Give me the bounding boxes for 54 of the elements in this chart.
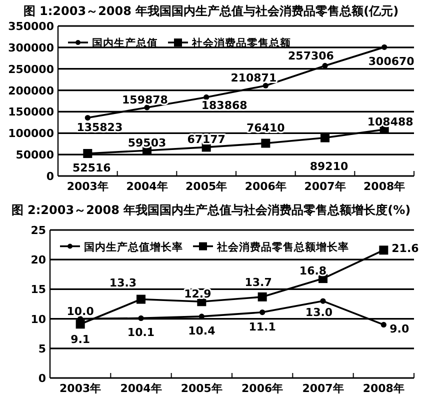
- data-label: 10.4: [188, 324, 216, 338]
- data-label: 300670: [368, 55, 415, 68]
- y-tick-label: 0: [38, 372, 46, 385]
- x-tick-label: 2006年: [242, 382, 284, 395]
- y-tick-label: 25: [30, 224, 46, 237]
- data-label: 76410: [246, 121, 286, 134]
- x-tick-label: 2005年: [186, 180, 228, 193]
- y-tick-label: 350000: [8, 20, 54, 33]
- y-tick-label: 5: [38, 342, 46, 356]
- x-tick-label: 2007年: [302, 382, 344, 395]
- data-label: 10.0: [66, 304, 94, 318]
- x-tick-label: 2007年: [304, 180, 346, 193]
- y-tick-label: 50000: [16, 148, 54, 162]
- data-label: 16.8: [299, 264, 327, 278]
- data-label: 67177: [187, 133, 226, 146]
- x-tick-label: 2004年: [120, 382, 162, 395]
- data-label: 59503: [128, 136, 166, 150]
- data-label: 9.0: [390, 322, 410, 336]
- x-tick-label: 2004年: [126, 180, 168, 193]
- data-label: 52516: [72, 161, 112, 174]
- y-tick-label: 10: [30, 312, 46, 326]
- y-tick-label: 100000: [8, 127, 54, 140]
- data-label: 257306: [288, 50, 334, 63]
- x-tick-label: 2006年: [244, 180, 286, 193]
- y-tick-label: 250000: [8, 62, 54, 76]
- y-tick-label: 15: [30, 283, 46, 296]
- data-label: 135823: [76, 120, 123, 134]
- y-tick-label: 200000: [8, 84, 54, 98]
- data-label: 108488: [367, 116, 414, 129]
- y-tick-label: 20: [30, 254, 46, 267]
- y-tick-label: 150000: [8, 106, 54, 119]
- data-label: 89210: [310, 160, 348, 173]
- data-label: 13.7: [244, 276, 272, 289]
- data-label: 9.1: [70, 333, 90, 346]
- data-label: 11.1: [248, 320, 276, 334]
- data-label: 183868: [201, 99, 248, 112]
- y-tick-label: 300000: [8, 41, 54, 54]
- x-tick-label: 2008年: [362, 382, 404, 395]
- data-label: 13.0: [305, 306, 333, 320]
- x-tick-label: 2003年: [60, 382, 102, 395]
- legend-label: 国内生产总值增长率: [84, 240, 183, 254]
- chart-title: 图 2:2003～2008 年我国国内生产总值与社会消费品零售总额增长度(%): [11, 203, 411, 217]
- y-tick-label: 0: [46, 170, 54, 183]
- legend-label: 社会消费品零售总额增长率: [216, 240, 349, 254]
- data-label: 10.1: [127, 326, 155, 340]
- x-tick-label: 2003年: [66, 180, 108, 193]
- data-label: 159878: [122, 93, 168, 106]
- data-label: 210871: [230, 72, 277, 85]
- data-label: 12.9: [184, 288, 212, 301]
- x-tick-label: 2005年: [180, 382, 222, 395]
- data-label: 21.6: [392, 242, 420, 256]
- data-label: 13.3: [109, 276, 137, 290]
- x-tick-label: 2008年: [364, 180, 406, 193]
- chart-title: 图 1:2003～2008 年我国国内生产总值与社会消费品零售总额(亿元): [23, 4, 399, 18]
